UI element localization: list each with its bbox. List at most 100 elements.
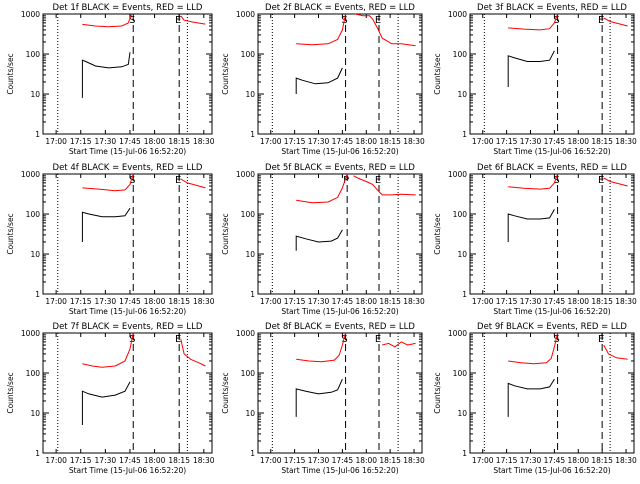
x-tick-label: 17:30 bbox=[95, 456, 117, 465]
detector-panel-3: Det 3f BLACK = Events, RED = LLD Start Ti… bbox=[433, 3, 637, 156]
time-marker-label: E bbox=[175, 15, 181, 26]
y-tick-label: 1000 bbox=[236, 10, 255, 19]
plot-frame bbox=[257, 173, 423, 295]
x-tick-label: 18:30 bbox=[193, 297, 215, 306]
panel-title: Det 6f BLACK = Events, RED = LLD bbox=[477, 163, 627, 173]
x-tick-label: 17:00 bbox=[260, 137, 282, 146]
x-tick-label: 18:15 bbox=[379, 297, 401, 306]
y-tick-label: 100 bbox=[241, 50, 256, 59]
x-axis-label: Start Time (15-Jul-06 16:52:20) bbox=[493, 147, 610, 156]
x-tick-label: 17:45 bbox=[544, 456, 566, 465]
x-tick-label: 18:15 bbox=[168, 456, 190, 465]
x-tick-label: 18:00 bbox=[567, 456, 589, 465]
y-tick-label: 10 bbox=[30, 409, 40, 418]
x-tick-label: 18:00 bbox=[567, 297, 589, 306]
panel-title: Det 8f BLACK = Events, RED = LLD bbox=[265, 322, 415, 332]
detector-panel-9: Det 9f BLACK = Events, RED = LLD Start Ti… bbox=[433, 322, 637, 475]
x-tick-label: 17:30 bbox=[95, 137, 117, 146]
time-marker-label: S bbox=[341, 334, 347, 345]
series-lld-line bbox=[354, 14, 416, 47]
series-events-line bbox=[507, 209, 555, 242]
y-axis-label: Counts/sec bbox=[221, 53, 230, 94]
y-tick-label: 100 bbox=[26, 50, 41, 59]
plot-frame bbox=[42, 13, 213, 135]
x-tick-label: 18:30 bbox=[615, 297, 637, 306]
panel-title: Det 4f BLACK = Events, RED = LLD bbox=[53, 163, 203, 173]
y-tick-label: 10 bbox=[30, 250, 40, 259]
x-tick-label: 18:30 bbox=[615, 137, 637, 146]
y-tick-label: 1000 bbox=[21, 170, 40, 179]
series-lld-line bbox=[180, 339, 206, 367]
x-tick-label: 18:15 bbox=[591, 297, 613, 306]
x-tick-label: 17:00 bbox=[45, 456, 67, 465]
x-tick-label: 17:45 bbox=[119, 456, 141, 465]
time-marker-label: S bbox=[553, 175, 559, 186]
x-axis-label: Start Time (15-Jul-06 16:52:20) bbox=[69, 147, 186, 156]
x-tick-label: 17:15 bbox=[284, 297, 306, 306]
x-tick-label: 18:30 bbox=[403, 456, 425, 465]
x-tick-label: 17:45 bbox=[332, 297, 354, 306]
series-events-line bbox=[81, 52, 131, 98]
x-tick-label: 17:00 bbox=[45, 297, 67, 306]
y-tick-label: 100 bbox=[241, 210, 256, 219]
y-tick-label: 100 bbox=[453, 369, 468, 378]
series-lld-line bbox=[82, 174, 134, 192]
series-lld-line bbox=[296, 174, 348, 204]
x-axis-label: Start Time (15-Jul-06 16:52:20) bbox=[69, 307, 186, 316]
x-tick-label: 17:30 bbox=[520, 456, 542, 465]
panel-title: Det 2f BLACK = Events, RED = LLD bbox=[265, 3, 415, 13]
y-axis-label: Counts/sec bbox=[6, 213, 15, 254]
detector-panel-7: Det 7f BLACK = Events, RED = LLD Start Ti… bbox=[6, 322, 215, 475]
x-tick-label: 17:00 bbox=[472, 137, 494, 146]
x-tick-label: 17:15 bbox=[284, 137, 306, 146]
x-tick-label: 17:45 bbox=[332, 456, 354, 465]
series-lld-line bbox=[82, 14, 133, 28]
y-tick-label: 1 bbox=[462, 130, 467, 139]
x-tick-label: 18:00 bbox=[144, 297, 166, 306]
x-tick-label: 18:15 bbox=[379, 456, 401, 465]
plot-frame bbox=[42, 173, 213, 295]
y-axis-label: Counts/sec bbox=[6, 53, 15, 94]
y-tick-label: 10 bbox=[245, 90, 255, 99]
x-tick-label: 18:30 bbox=[403, 297, 425, 306]
x-tick-label: 17:15 bbox=[70, 297, 92, 306]
y-tick-label: 1 bbox=[462, 290, 467, 299]
panel-title: Det 3f BLACK = Events, RED = LLD bbox=[477, 3, 627, 13]
x-axis-label: Start Time (15-Jul-06 16:52:20) bbox=[281, 307, 398, 316]
x-tick-label: 18:00 bbox=[355, 297, 377, 306]
y-tick-label: 100 bbox=[26, 369, 41, 378]
x-tick-label: 17:15 bbox=[496, 456, 518, 465]
time-marker-label: E bbox=[175, 334, 181, 345]
detector-panel-4: Det 4f BLACK = Events, RED = LLD Start Ti… bbox=[6, 163, 215, 316]
time-marker-label: S bbox=[553, 15, 559, 26]
x-tick-label: 18:15 bbox=[591, 137, 613, 146]
y-tick-label: 1000 bbox=[448, 170, 467, 179]
detector-panel-6: Det 6f BLACK = Events, RED = LLD Start Ti… bbox=[433, 163, 637, 316]
y-tick-label: 100 bbox=[26, 210, 41, 219]
time-marker-label: E bbox=[598, 175, 604, 186]
y-axis-label: Counts/sec bbox=[433, 372, 442, 413]
panel-title: Det 9f BLACK = Events, RED = LLD bbox=[477, 322, 627, 332]
plot-frame bbox=[469, 13, 635, 135]
y-tick-label: 1 bbox=[35, 449, 40, 458]
x-tick-label: 18:00 bbox=[144, 137, 166, 146]
x-tick-label: 18:00 bbox=[355, 456, 377, 465]
panel-title: Det 5f BLACK = Events, RED = LLD bbox=[265, 163, 415, 173]
x-tick-label: 17:45 bbox=[332, 137, 354, 146]
y-axis-label: Counts/sec bbox=[221, 213, 230, 254]
series-events-line bbox=[295, 229, 343, 251]
series-lld-line bbox=[603, 344, 628, 360]
y-axis-label: Counts/sec bbox=[6, 372, 15, 413]
time-marker-label: P bbox=[343, 175, 349, 186]
series-lld-line bbox=[603, 177, 628, 187]
x-axis-label: Start Time (15-Jul-06 16:52:20) bbox=[281, 466, 398, 475]
y-tick-label: 10 bbox=[457, 90, 467, 99]
x-tick-label: 18:00 bbox=[355, 137, 377, 146]
series-lld-line bbox=[180, 178, 206, 189]
x-tick-label: 17:45 bbox=[119, 297, 141, 306]
x-axis-label: Start Time (15-Jul-06 16:52:20) bbox=[493, 466, 610, 475]
time-marker-label: E bbox=[598, 15, 604, 26]
x-tick-label: 17:00 bbox=[260, 456, 282, 465]
x-axis-label: Start Time (15-Jul-06 16:52:20) bbox=[493, 307, 610, 316]
